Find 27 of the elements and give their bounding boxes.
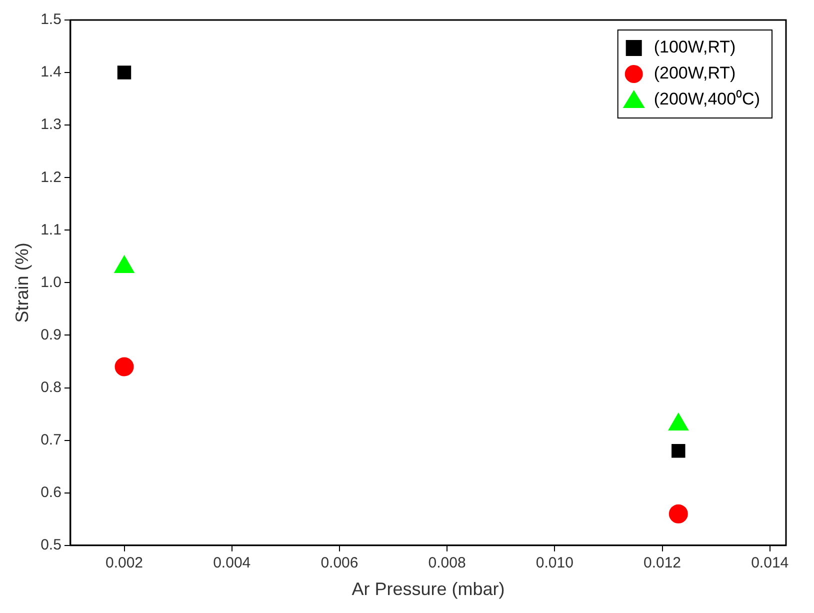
point xyxy=(672,444,686,458)
x-tick-label: 0.014 xyxy=(751,554,789,572)
legend-label: (200W,400⁰C) xyxy=(654,90,760,109)
legend-label: (200W,RT) xyxy=(654,64,736,83)
x-axis-title: Ar Pressure (mbar) xyxy=(352,579,505,600)
point xyxy=(668,504,688,524)
x-tick-label: 0.004 xyxy=(213,554,251,572)
x-tick-label: 0.008 xyxy=(428,554,466,572)
y-tick-label: 0.9 xyxy=(40,326,62,344)
y-tick-label: 1.2 xyxy=(40,168,62,186)
y-tick-label: 0.7 xyxy=(40,431,62,448)
y-tick-label: 0.8 xyxy=(40,378,62,396)
y-tick-label: 1.1 xyxy=(40,221,62,238)
point xyxy=(117,66,132,80)
x-tick-label: 0.010 xyxy=(536,554,574,572)
point xyxy=(114,357,134,376)
legend-label: (100W,RT) xyxy=(654,38,736,57)
y-tick-label: 0.6 xyxy=(40,484,62,501)
x-tick-label: 0.012 xyxy=(643,554,682,572)
y-axis-title: Strain (%) xyxy=(12,242,32,323)
y-tick-label: 1.5 xyxy=(40,11,62,28)
y-tick-label: 1.3 xyxy=(40,116,62,134)
y-tick-label: 0.5 xyxy=(40,536,62,554)
y-tick-label: 1.4 xyxy=(40,64,62,81)
y-tick-label: 1.0 xyxy=(40,274,62,291)
x-tick-label: 0.002 xyxy=(105,554,144,572)
x-tick-label: 0.006 xyxy=(320,554,358,572)
